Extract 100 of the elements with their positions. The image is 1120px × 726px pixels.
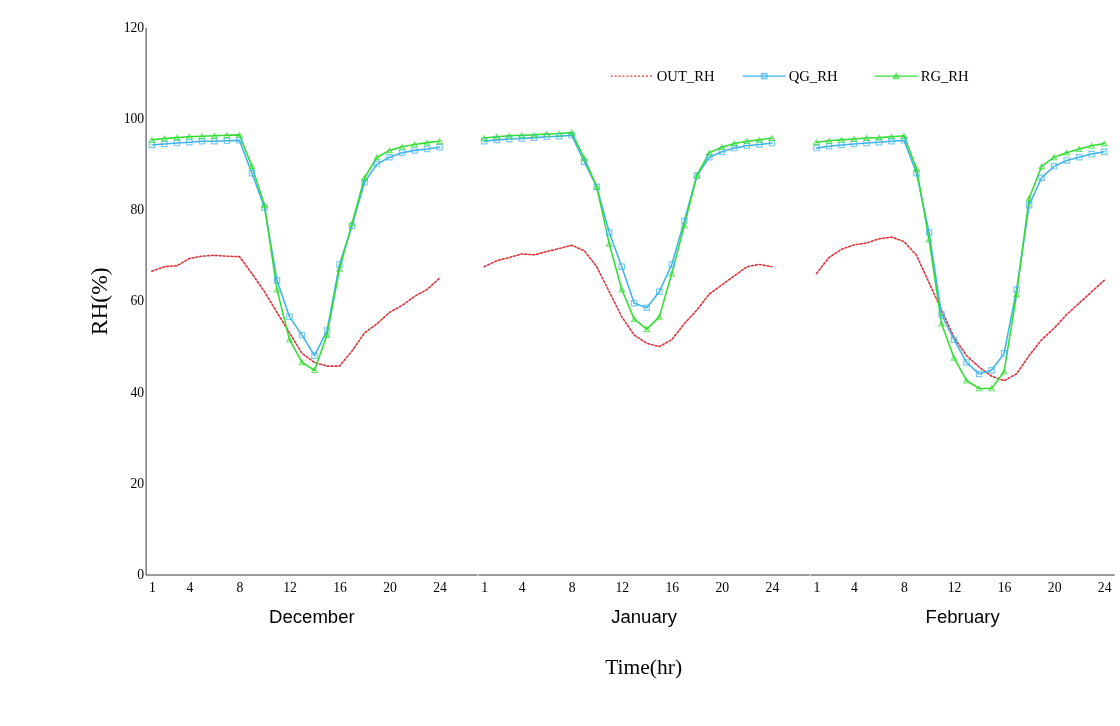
point xyxy=(1038,174,1045,182)
point xyxy=(480,138,488,145)
legend-label: QG_RH xyxy=(788,68,838,84)
point xyxy=(493,133,500,140)
point xyxy=(373,160,381,168)
point xyxy=(211,132,218,139)
point xyxy=(1088,150,1095,158)
point xyxy=(436,138,443,145)
point xyxy=(505,132,513,139)
x-tick-label: 12 xyxy=(947,579,962,595)
point xyxy=(236,131,243,138)
x-axis-title: January xyxy=(611,605,678,627)
point xyxy=(1063,157,1070,164)
point xyxy=(888,133,895,140)
point xyxy=(186,138,193,146)
point xyxy=(938,311,945,318)
point xyxy=(223,137,231,145)
x-tick-label: 4 xyxy=(186,579,194,595)
point xyxy=(1100,140,1108,147)
point xyxy=(875,134,883,141)
point xyxy=(248,163,256,170)
point xyxy=(423,145,431,153)
point xyxy=(411,147,418,154)
point xyxy=(768,135,776,141)
x-tick-label: 4 xyxy=(851,579,859,595)
point xyxy=(718,148,726,156)
point xyxy=(1088,142,1095,149)
point xyxy=(1013,291,1020,297)
point xyxy=(298,331,306,339)
point xyxy=(211,138,218,145)
point xyxy=(423,139,431,146)
point xyxy=(311,367,318,374)
y-tick-label: 80 xyxy=(130,202,145,218)
point xyxy=(1075,146,1083,152)
point xyxy=(1100,148,1108,156)
point xyxy=(186,133,193,140)
point xyxy=(743,142,751,150)
point xyxy=(605,229,613,236)
point xyxy=(323,327,331,334)
x-tick-label: 12 xyxy=(615,579,630,595)
point xyxy=(756,136,763,143)
point xyxy=(813,139,820,146)
point xyxy=(963,377,970,384)
x-tick-label: 1 xyxy=(148,579,156,595)
point xyxy=(398,149,406,156)
point xyxy=(706,149,713,156)
point xyxy=(850,136,858,142)
point xyxy=(398,143,406,150)
point xyxy=(913,169,920,177)
point xyxy=(643,326,651,333)
point xyxy=(900,137,908,144)
point xyxy=(273,277,281,284)
point xyxy=(888,138,895,145)
legend-label: RG_RH xyxy=(920,68,970,84)
point xyxy=(825,137,833,144)
point xyxy=(298,359,306,366)
point xyxy=(743,138,751,145)
point xyxy=(618,263,626,270)
y-tick-label: 0 xyxy=(137,566,145,582)
point xyxy=(656,288,663,296)
y-tick-label: 60 xyxy=(130,293,145,309)
point xyxy=(925,236,933,243)
point xyxy=(1050,163,1058,170)
legend-label: OUT_RH xyxy=(656,68,715,84)
point xyxy=(631,316,638,323)
point xyxy=(1000,350,1008,357)
x-tick-label: 24 xyxy=(433,579,448,595)
y-axis-title: RH(%) xyxy=(86,267,113,336)
point xyxy=(863,135,870,141)
point xyxy=(386,153,393,161)
point xyxy=(988,366,995,374)
point xyxy=(850,140,858,148)
x-tick-label: 20 xyxy=(1047,579,1062,595)
point xyxy=(838,136,845,143)
point xyxy=(173,139,181,147)
x-tick-label: 16 xyxy=(333,579,348,595)
point xyxy=(1025,195,1033,202)
point xyxy=(1050,154,1058,161)
point xyxy=(950,355,958,361)
x-tick-label: 4 xyxy=(518,579,526,595)
point xyxy=(925,229,933,236)
x-tick-label: 8 xyxy=(568,579,576,595)
x-tick-label: 1 xyxy=(813,579,821,595)
point xyxy=(913,165,920,172)
point xyxy=(975,370,983,378)
point xyxy=(480,135,488,141)
point xyxy=(706,153,713,161)
point xyxy=(223,132,231,139)
point xyxy=(1025,201,1033,209)
x-axis-title: December xyxy=(269,605,355,627)
point xyxy=(518,135,525,142)
point xyxy=(605,240,613,247)
point xyxy=(813,144,820,152)
point xyxy=(963,359,970,366)
x-tick-label: 8 xyxy=(236,579,244,595)
point xyxy=(580,158,588,166)
point xyxy=(938,320,945,327)
point xyxy=(668,261,676,268)
point xyxy=(236,137,243,144)
point xyxy=(173,134,181,141)
